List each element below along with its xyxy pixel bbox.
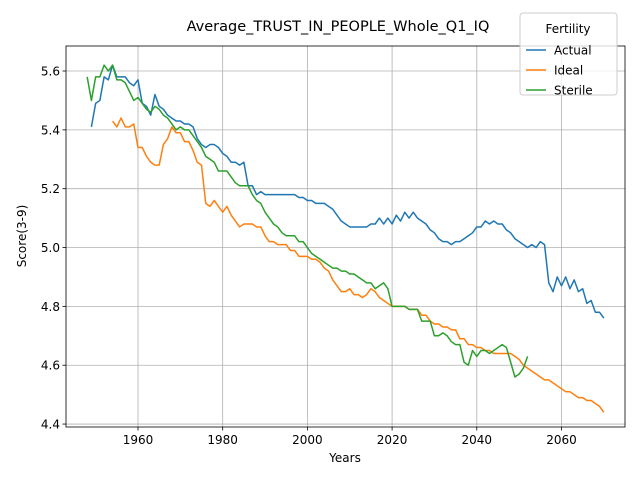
- x-tick-label: 2020: [377, 433, 408, 447]
- y-tick-label: 5.0: [41, 241, 60, 255]
- y-tick-label: 5.2: [41, 182, 60, 196]
- chart-title: Average_TRUST_IN_PEOPLE_Whole_Q1_IQ: [187, 19, 490, 35]
- y-tick-label: 4.4: [41, 418, 60, 432]
- y-tick-label: 5.4: [41, 123, 60, 137]
- legend-entries: Actual Ideal Sterile: [526, 44, 593, 98]
- legend-title: Fertility: [545, 22, 590, 36]
- grid: [66, 46, 625, 427]
- x-tick-label: 2060: [546, 433, 577, 447]
- y-axis-label: Score(3-9): [15, 205, 29, 268]
- x-tick-label: 2000: [292, 433, 323, 447]
- x-axis-label: Years: [328, 451, 361, 465]
- series-line-sterile: [86, 64, 529, 378]
- series-line-ideal: [111, 117, 605, 413]
- y-tick-label: 5.6: [41, 65, 60, 79]
- x-tick-label: 1980: [207, 433, 238, 447]
- x-tick-label: 1960: [123, 433, 154, 447]
- legend: Fertility Actual Ideal Sterile: [519, 12, 618, 98]
- plot-frame: [65, 45, 626, 428]
- legend-box: [519, 12, 618, 96]
- legend-label-sterile: Sterile: [554, 84, 593, 98]
- legend-label-ideal: Ideal: [554, 64, 583, 78]
- series-lines: [86, 64, 605, 413]
- series-line-actual: [90, 64, 605, 319]
- x-axis-ticks: 1960 1980 2000 2020 2040 2060: [123, 427, 577, 447]
- y-tick-label: 4.8: [41, 300, 60, 314]
- legend-label-actual: Actual: [554, 44, 592, 58]
- y-axis-ticks: 4.4 4.6 4.8 5.0 5.2 5.4 5.6: [41, 65, 66, 432]
- y-tick-label: 4.6: [41, 359, 60, 373]
- x-tick-label: 2040: [462, 433, 493, 447]
